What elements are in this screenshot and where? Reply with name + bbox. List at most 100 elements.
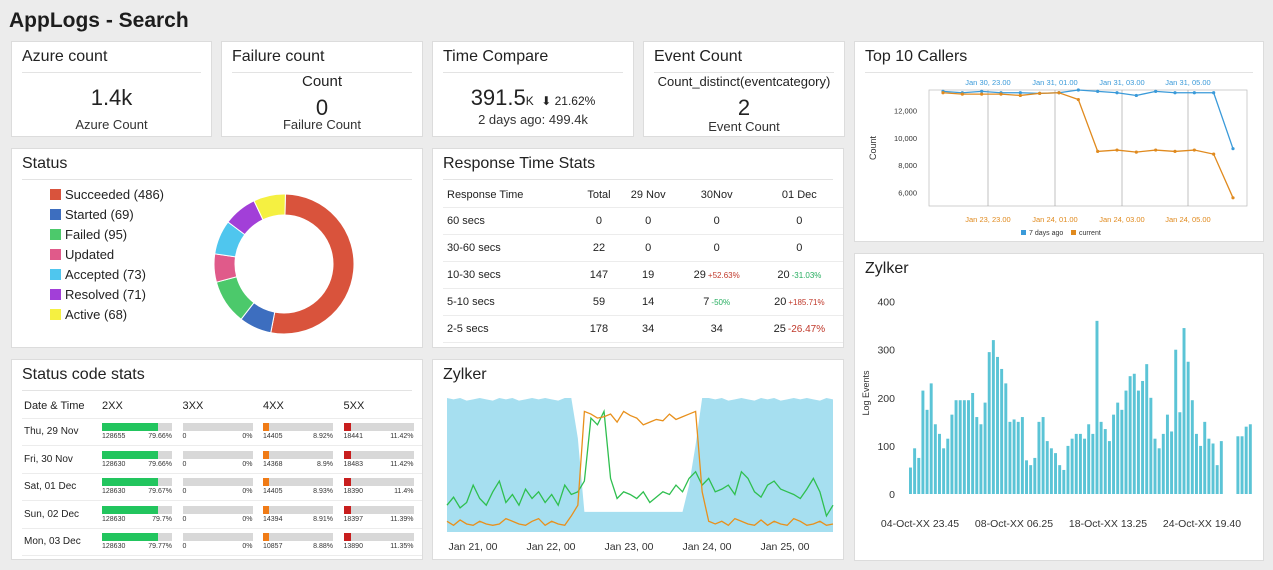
sc-header: 4XX	[261, 394, 342, 419]
bar[interactable]	[929, 383, 933, 494]
bar[interactable]	[954, 400, 958, 494]
sc-cell-5xx: 18390 11.4%	[341, 473, 422, 501]
donut-slice-succeeded[interactable]	[270, 193, 355, 335]
bar[interactable]	[946, 438, 950, 494]
bar[interactable]	[1215, 465, 1219, 494]
bar[interactable]	[1037, 421, 1041, 494]
bar[interactable]	[1020, 417, 1024, 494]
bar[interactable]	[1141, 380, 1145, 494]
status-legend-item[interactable]: Accepted (73)	[50, 267, 146, 282]
bar[interactable]	[1049, 448, 1053, 494]
bar[interactable]	[1132, 373, 1136, 494]
bar[interactable]	[958, 400, 962, 494]
bar[interactable]	[1136, 390, 1140, 494]
bar[interactable]	[909, 467, 912, 494]
sc-percent: 11.35%	[390, 543, 414, 551]
bar[interactable]	[1194, 433, 1198, 494]
bar[interactable]	[1128, 376, 1132, 494]
bar[interactable]	[991, 340, 995, 494]
bar[interactable]	[1161, 433, 1165, 494]
bar[interactable]	[1004, 383, 1008, 494]
bar[interactable]	[1045, 441, 1049, 494]
sc-count: 18483	[343, 460, 363, 468]
bar[interactable]	[1062, 469, 1066, 494]
bar[interactable]	[1033, 457, 1037, 494]
bar[interactable]	[1199, 445, 1203, 494]
bar[interactable]	[1219, 441, 1223, 494]
bar[interactable]	[1008, 421, 1012, 494]
bar[interactable]	[1120, 409, 1124, 494]
bar[interactable]	[1240, 436, 1244, 494]
bar[interactable]	[1211, 443, 1215, 495]
bar[interactable]	[1112, 414, 1116, 494]
bar[interactable]	[950, 414, 954, 494]
status-legend-item[interactable]: Failed (95)	[50, 227, 127, 242]
bar[interactable]	[1170, 431, 1174, 494]
bar[interactable]	[1083, 438, 1087, 494]
rt-header: 29 Nov	[618, 183, 678, 208]
bar[interactable]	[962, 400, 966, 494]
bar[interactable]	[1103, 429, 1107, 494]
bar[interactable]	[1244, 426, 1248, 494]
bar[interactable]	[925, 409, 929, 494]
bar[interactable]	[1236, 436, 1240, 494]
bar[interactable]	[1157, 448, 1161, 494]
event-count-label: Event Count	[708, 119, 780, 134]
bar[interactable]	[1074, 433, 1078, 494]
bar[interactable]	[975, 417, 979, 494]
status-legend-item[interactable]: Updated	[50, 247, 114, 262]
bar[interactable]	[1066, 445, 1070, 494]
bar[interactable]	[1153, 438, 1157, 494]
bar[interactable]	[1149, 397, 1153, 494]
bar[interactable]	[1207, 438, 1211, 494]
bar[interactable]	[1107, 441, 1111, 494]
bar[interactable]	[1012, 419, 1016, 494]
bar[interactable]	[1078, 433, 1082, 494]
bar[interactable]	[1025, 460, 1028, 494]
bar[interactable]	[933, 424, 937, 494]
bar[interactable]	[1054, 453, 1058, 494]
rt-header: Response Time	[443, 183, 580, 208]
bar[interactable]	[1116, 402, 1120, 494]
bar[interactable]	[1186, 361, 1190, 494]
bar[interactable]	[1145, 364, 1149, 494]
donut-slice-updated[interactable]	[213, 253, 238, 283]
bar[interactable]	[1095, 320, 1099, 494]
status-legend-item[interactable]: Active (68)	[50, 307, 127, 322]
bar[interactable]	[967, 400, 970, 494]
bar[interactable]	[1070, 438, 1074, 494]
bar[interactable]	[1165, 414, 1169, 494]
bar[interactable]	[996, 356, 999, 494]
bar[interactable]	[1182, 328, 1186, 494]
bar[interactable]	[1058, 465, 1062, 494]
status-legend-item[interactable]: Succeeded (486)	[50, 187, 164, 202]
bar[interactable]	[913, 448, 917, 494]
bar[interactable]	[1041, 417, 1045, 494]
bar[interactable]	[1190, 400, 1194, 494]
bar[interactable]	[1016, 421, 1020, 494]
bar[interactable]	[1099, 421, 1103, 494]
bar[interactable]	[979, 424, 983, 494]
bar[interactable]	[971, 393, 975, 494]
status-legend-item[interactable]: Started (69)	[50, 207, 134, 222]
donut-slice-active[interactable]	[253, 193, 286, 221]
top-x-tick: Jan 31, 03.00	[1099, 78, 1144, 87]
bar[interactable]	[1178, 412, 1182, 494]
sc-count: 18397	[343, 515, 363, 523]
bar[interactable]	[938, 433, 941, 494]
bar[interactable]	[1091, 433, 1095, 494]
bar[interactable]	[942, 448, 946, 494]
sc-count: 14368	[263, 460, 283, 468]
bar[interactable]	[1248, 424, 1252, 494]
bar[interactable]	[1029, 465, 1033, 494]
bar[interactable]	[921, 390, 925, 494]
bar[interactable]	[1087, 424, 1091, 494]
bar[interactable]	[1174, 349, 1178, 494]
bar[interactable]	[1000, 368, 1004, 494]
bar[interactable]	[983, 402, 987, 494]
status-legend-item[interactable]: Resolved (71)	[50, 287, 146, 302]
bar[interactable]	[917, 457, 921, 494]
bar[interactable]	[1124, 390, 1128, 494]
bar[interactable]	[1203, 421, 1207, 494]
bar[interactable]	[987, 352, 991, 494]
